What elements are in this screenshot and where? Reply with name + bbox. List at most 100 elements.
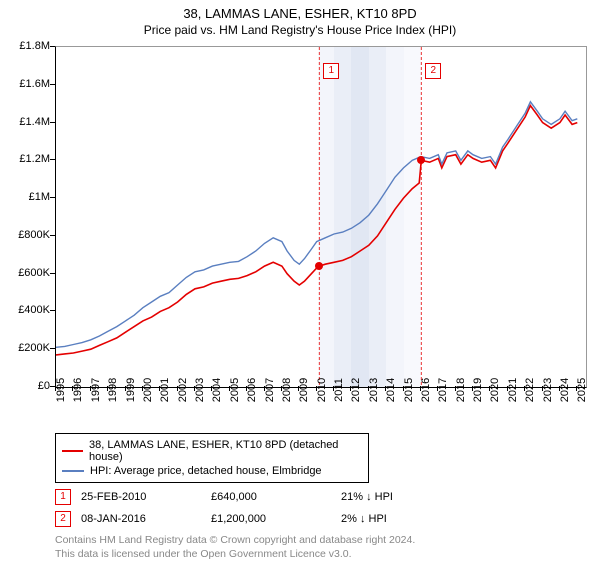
xtick-mark [472, 386, 473, 391]
legend-box: 38, LAMMAS LANE, ESHER, KT10 8PD (detach… [55, 433, 369, 483]
xtick-label: 2012 [350, 378, 362, 402]
sale-row-marker: 1 [55, 489, 71, 505]
ytick-label: £1.8M [5, 40, 50, 52]
sale-delta: 21% ↓ HPI [341, 491, 461, 503]
xtick-label: 2009 [298, 378, 310, 402]
xtick-label: 2007 [264, 378, 276, 402]
xtick-mark [455, 386, 456, 391]
xtick-mark [420, 386, 421, 391]
xtick-label: 2024 [559, 378, 571, 402]
sale-date: 08-JAN-2016 [81, 513, 201, 525]
ytick-mark [50, 235, 55, 236]
xtick-mark [90, 386, 91, 391]
footer-line2: This data is licensed under the Open Gov… [55, 547, 585, 561]
series-hpi [56, 102, 577, 347]
xtick-label: 1996 [72, 378, 84, 402]
legend-label: HPI: Average price, detached house, Elmb… [90, 465, 322, 477]
ytick-label: £800K [5, 229, 50, 241]
xtick-label: 2003 [194, 378, 206, 402]
xtick-label: 1999 [125, 378, 137, 402]
footer: Contains HM Land Registry data © Crown c… [55, 533, 585, 561]
xtick-label: 2014 [385, 378, 397, 402]
ytick-mark [50, 197, 55, 198]
legend: 38, LAMMAS LANE, ESHER, KT10 8PD (detach… [55, 433, 585, 561]
xtick-mark [437, 386, 438, 391]
xtick-label: 2015 [403, 378, 415, 402]
xtick-mark [507, 386, 508, 391]
ytick-mark [50, 310, 55, 311]
page-title: 38, LAMMAS LANE, ESHER, KT10 8PD [0, 0, 600, 21]
ytick-mark [50, 84, 55, 85]
page-subtitle: Price paid vs. HM Land Registry's House … [0, 21, 600, 37]
xtick-mark [72, 386, 73, 391]
sale-marker-dot [315, 262, 323, 270]
sale-row: 1 25-FEB-2010 £640,000 21% ↓ HPI [55, 489, 585, 505]
xtick-label: 1995 [55, 378, 67, 402]
xtick-mark [246, 386, 247, 391]
xtick-mark [125, 386, 126, 391]
sale-price: £1,200,000 [211, 513, 331, 525]
chart-plot-area: 12 [55, 46, 587, 388]
ytick-mark [50, 122, 55, 123]
xtick-mark [211, 386, 212, 391]
xtick-label: 2018 [455, 378, 467, 402]
series-property [56, 106, 577, 355]
xtick-label: 2006 [246, 378, 258, 402]
sale-marker-label: 1 [323, 63, 339, 79]
sale-marker-dot [417, 156, 425, 164]
legend-swatch [62, 470, 84, 472]
ytick-label: £1.2M [5, 153, 50, 165]
xtick-label: 2022 [524, 378, 536, 402]
xtick-label: 2010 [316, 378, 328, 402]
xtick-label: 2002 [177, 378, 189, 402]
xtick-label: 2023 [542, 378, 554, 402]
xtick-label: 2025 [576, 378, 588, 402]
xtick-label: 2019 [472, 378, 484, 402]
sale-row-marker: 2 [55, 511, 71, 527]
xtick-mark [350, 386, 351, 391]
xtick-label: 2021 [507, 378, 519, 402]
footer-line1: Contains HM Land Registry data © Crown c… [55, 533, 585, 547]
ytick-label: £200K [5, 342, 50, 354]
xtick-mark [177, 386, 178, 391]
xtick-mark [55, 386, 56, 391]
xtick-label: 2020 [489, 378, 501, 402]
xtick-mark [142, 386, 143, 391]
xtick-mark [159, 386, 160, 391]
xtick-mark [559, 386, 560, 391]
sale-delta: 2% ↓ HPI [341, 513, 461, 525]
ytick-label: £0 [5, 380, 50, 392]
xtick-mark [107, 386, 108, 391]
xtick-label: 1997 [90, 378, 102, 402]
xtick-mark [576, 386, 577, 391]
ytick-mark [50, 46, 55, 47]
sale-marker-label: 2 [425, 63, 441, 79]
xtick-label: 2011 [333, 378, 345, 402]
legend-row: 38, LAMMAS LANE, ESHER, KT10 8PD (detach… [62, 438, 362, 464]
xtick-mark [385, 386, 386, 391]
ytick-mark [50, 348, 55, 349]
ytick-label: £1.6M [5, 78, 50, 90]
xtick-mark [368, 386, 369, 391]
sale-price: £640,000 [211, 491, 331, 503]
xtick-label: 2008 [281, 378, 293, 402]
xtick-label: 2017 [437, 378, 449, 402]
ytick-label: £400K [5, 304, 50, 316]
xtick-mark [316, 386, 317, 391]
chart-svg [56, 47, 586, 387]
xtick-label: 2013 [368, 378, 380, 402]
sale-row: 2 08-JAN-2016 £1,200,000 2% ↓ HPI [55, 511, 585, 527]
xtick-mark [542, 386, 543, 391]
xtick-mark [403, 386, 404, 391]
xtick-label: 2005 [229, 378, 241, 402]
sale-date: 25-FEB-2010 [81, 491, 201, 503]
ytick-label: £600K [5, 267, 50, 279]
xtick-mark [489, 386, 490, 391]
legend-swatch [62, 450, 83, 452]
ytick-mark [50, 159, 55, 160]
legend-row: HPI: Average price, detached house, Elmb… [62, 464, 362, 478]
xtick-mark [281, 386, 282, 391]
ytick-label: £1M [5, 191, 50, 203]
legend-label: 38, LAMMAS LANE, ESHER, KT10 8PD (detach… [89, 439, 362, 463]
xtick-mark [524, 386, 525, 391]
